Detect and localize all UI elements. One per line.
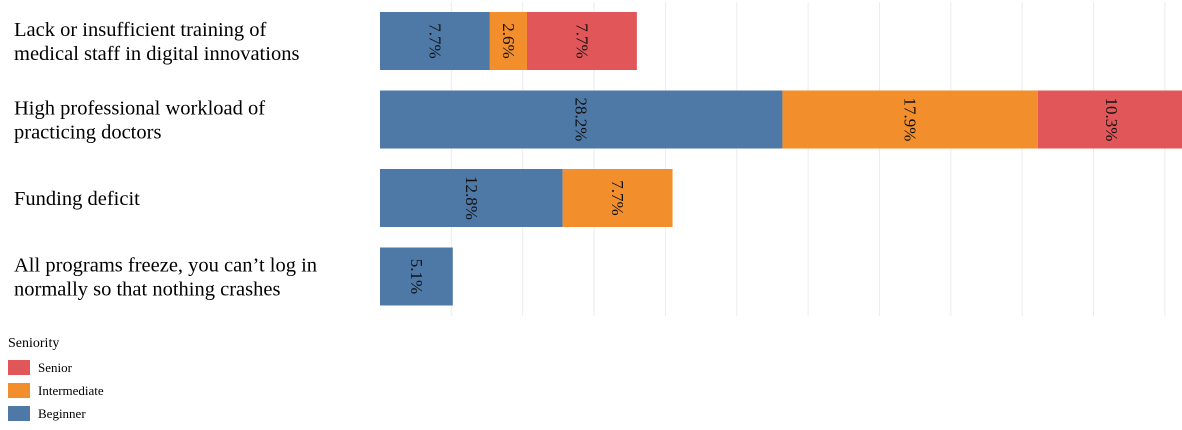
bar-segment-senior: [526, 12, 637, 70]
bar-segment-beginner: [380, 12, 490, 70]
bar-segment-intermediate: [489, 12, 527, 70]
legend-item-senior: Senior: [8, 356, 104, 379]
category-label: practicing doctors: [14, 122, 161, 144]
data-label: 2.6%: [499, 23, 518, 58]
bar-segment-beginner: [380, 247, 453, 306]
data-label: 12.8%: [462, 176, 481, 220]
legend-item-beginner: Beginner: [8, 402, 104, 425]
bar-segment-beginner: [380, 90, 783, 149]
data-label: 10.3%: [1102, 98, 1121, 142]
stacked-bar-chart: Lack or insufficient training ofmedical …: [14, 2, 1182, 316]
data-label: 7.7%: [608, 180, 627, 215]
bar-segment-intermediate: [782, 90, 1038, 149]
data-label: 7.7%: [425, 23, 444, 58]
data-label: 17.9%: [901, 98, 920, 142]
category-label: Lack or insufficient training of: [14, 19, 267, 41]
data-label: 28.2%: [572, 98, 591, 142]
category-label: normally so that nothing crashes: [14, 279, 280, 301]
legend-label-senior: Senior: [38, 359, 72, 375]
legend-title: Seniority: [8, 336, 60, 351]
legend-label-intermediate: Intermediate: [38, 382, 104, 398]
bar-segment-intermediate: [562, 169, 673, 227]
bar-segment-senior: [1037, 90, 1182, 149]
legend-label-beginner: Beginner: [38, 405, 86, 421]
legend: Seniority Senior Intermediate Beginner: [8, 336, 104, 425]
category-label: Funding deficit: [14, 188, 140, 210]
data-label: 7.7%: [572, 23, 591, 58]
legend-swatch-beginner: [8, 406, 30, 421]
bar-segment-beginner: [380, 169, 563, 227]
legend-swatch-senior: [8, 360, 30, 375]
legend-swatch-intermediate: [8, 383, 30, 398]
data-label: 5.1%: [407, 259, 426, 294]
category-label: All programs freeze, you can’t log in: [14, 255, 317, 277]
legend-item-intermediate: Intermediate: [8, 379, 104, 402]
category-label: medical staff in digital innovations: [14, 43, 299, 65]
category-label: High professional workload of: [14, 98, 265, 120]
